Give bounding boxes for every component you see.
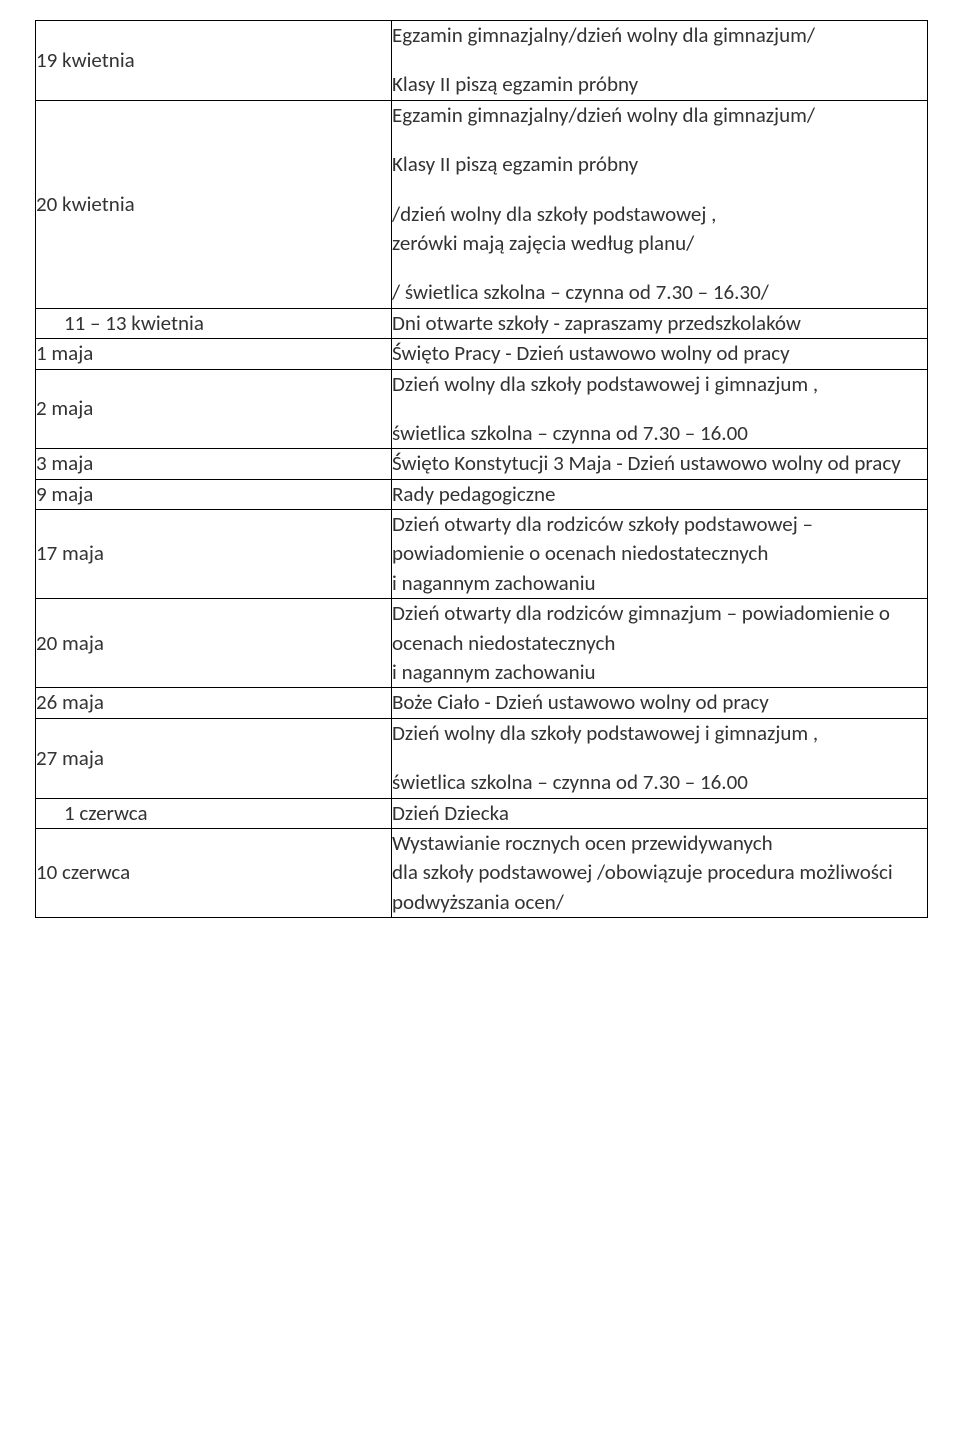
description-line: Dzień otwarty dla rodziców gimnazjum – p…: [392, 599, 927, 658]
date-cell: 27 maja: [36, 718, 392, 798]
date-text: 11 – 13 kwietnia: [64, 310, 204, 336]
description-line: zerówki mają zajęcia według planu/: [392, 229, 927, 258]
date-cell: 26 maja: [36, 688, 392, 718]
schedule-tbody: 19 kwietnia Egzamin gimnazjalny/dzień wol…: [36, 21, 928, 918]
table-row: 1 maja Święto Pracy - Dzień ustawowo woln…: [36, 339, 928, 369]
table-row: 20 maja Dzień otwarty dla rodziców gimnaz…: [36, 599, 928, 688]
date-text: 9 maja: [36, 481, 93, 507]
description-cell: Dzień otwarty dla rodziców gimnazjum – p…: [392, 599, 928, 688]
description-cell: Święto Pracy - Dzień ustawowo wolny od p…: [392, 339, 928, 369]
description-line: Dzień wolny dla szkoły podstawowej i gim…: [392, 370, 927, 399]
table-row: 27 maja Dzień wolny dla szkoły podstawowe…: [36, 718, 928, 798]
date-cell: 11 – 13 kwietnia: [36, 308, 392, 338]
description-cell: Rady pedagogiczne: [392, 479, 928, 509]
description-line: Egzamin gimnazjalny/dzień wolny dla gimn…: [392, 101, 927, 130]
description-line: Boże Ciało - Dzień ustawowo wolny od pra…: [392, 688, 927, 717]
description-line: dla szkoły podstawowej /obowiązuje proce…: [392, 858, 927, 917]
date-text: 17 maja: [36, 540, 104, 566]
table-row: 2 maja Dzień wolny dla szkoły podstawowej…: [36, 369, 928, 449]
blank-line: [392, 130, 927, 150]
date-cell: 20 maja: [36, 599, 392, 688]
description-cell: Boże Ciało - Dzień ustawowo wolny od pra…: [392, 688, 928, 718]
date-text: 10 czerwca: [36, 859, 130, 885]
date-text: 1 maja: [36, 340, 93, 366]
description-line: i nagannym zachowaniu: [392, 658, 927, 687]
date-cell: 10 czerwca: [36, 828, 392, 917]
description-line: świetlica szkolna – czynna od 7.30 – 16.…: [392, 768, 927, 797]
description-cell: Dni otwarte szkoły - zapraszamy przedszk…: [392, 308, 928, 338]
description-cell: Egzamin gimnazjalny/dzień wolny dla gimn…: [392, 21, 928, 101]
description-cell: Wystawianie rocznych ocen przewidywanych…: [392, 828, 928, 917]
description-cell: Dzień wolny dla szkoły podstawowej i gim…: [392, 369, 928, 449]
date-cell: 1 maja: [36, 339, 392, 369]
description-cell: Dzień otwarty dla rodziców szkoły podsta…: [392, 510, 928, 599]
blank-line: [392, 50, 927, 70]
blank-line: [392, 258, 927, 278]
table-row: 10 czerwca Wystawianie rocznych ocen prze…: [36, 828, 928, 917]
date-text: 19 kwietnia: [36, 47, 135, 73]
table-row: 1 czerwca Dzień Dziecka: [36, 798, 928, 828]
date-text: 20 kwietnia: [36, 191, 135, 217]
table-row: 3 maja Święto Konstytucji 3 Maja - Dzień …: [36, 449, 928, 479]
description-line: Klasy II piszą egzamin próbny: [392, 150, 927, 179]
blank-line: [392, 399, 927, 419]
description-cell: Egzamin gimnazjalny/dzień wolny dla gimn…: [392, 100, 928, 308]
date-text: 2 maja: [36, 395, 93, 421]
description-cell: Święto Konstytucji 3 Maja - Dzień ustawo…: [392, 449, 928, 479]
date-cell: 19 kwietnia: [36, 21, 392, 101]
table-row: 19 kwietnia Egzamin gimnazjalny/dzień wol…: [36, 21, 928, 101]
description-cell: Dzień Dziecka: [392, 798, 928, 828]
description-line: Dzień Dziecka: [392, 799, 927, 828]
description-line: Święto Pracy - Dzień ustawowo wolny od p…: [392, 339, 927, 368]
description-line: /dzień wolny dla szkoły podstawowej ,: [392, 200, 927, 229]
table-row: 26 maja Boże Ciało - Dzień ustawowo wolny…: [36, 688, 928, 718]
date-text: 20 maja: [36, 630, 104, 656]
description-line: / świetlica szkolna – czynna od 7.30 – 1…: [392, 278, 927, 307]
date-cell: 2 maja: [36, 369, 392, 449]
table-row: 20 kwietnia Egzamin gimnazjalny/dzień wol…: [36, 100, 928, 308]
table-row: 17 maja Dzień otwarty dla rodziców szkoły…: [36, 510, 928, 599]
date-text: 26 maja: [36, 689, 104, 715]
description-cell: Dzień wolny dla szkoły podstawowej i gim…: [392, 718, 928, 798]
date-cell: 1 czerwca: [36, 798, 392, 828]
description-line: Wystawianie rocznych ocen przewidywanych: [392, 829, 927, 858]
table-row: 9 maja Rady pedagogiczne: [36, 479, 928, 509]
description-line: Egzamin gimnazjalny/dzień wolny dla gimn…: [392, 21, 927, 50]
date-cell: 9 maja: [36, 479, 392, 509]
date-text: 1 czerwca: [64, 800, 148, 826]
description-line: Dzień wolny dla szkoły podstawowej i gim…: [392, 719, 927, 748]
schedule-table: 19 kwietnia Egzamin gimnazjalny/dzień wol…: [35, 20, 928, 918]
date-cell: 20 kwietnia: [36, 100, 392, 308]
date-text: 27 maja: [36, 745, 104, 771]
description-line: i nagannym zachowaniu: [392, 569, 927, 598]
table-row: 11 – 13 kwietnia Dni otwarte szkoły - zap…: [36, 308, 928, 338]
description-line: Dni otwarte szkoły - zapraszamy przedszk…: [392, 309, 927, 338]
blank-line: [392, 748, 927, 768]
description-line: Święto Konstytucji 3 Maja - Dzień ustawo…: [392, 449, 927, 478]
date-cell: 17 maja: [36, 510, 392, 599]
date-cell: 3 maja: [36, 449, 392, 479]
description-line: świetlica szkolna – czynna od 7.30 – 16.…: [392, 419, 927, 448]
description-line: Rady pedagogiczne: [392, 480, 927, 509]
description-line: Klasy II piszą egzamin próbny: [392, 70, 927, 99]
date-text: 3 maja: [36, 450, 93, 476]
description-line: Dzień otwarty dla rodziców szkoły podsta…: [392, 510, 927, 569]
blank-line: [392, 180, 927, 200]
